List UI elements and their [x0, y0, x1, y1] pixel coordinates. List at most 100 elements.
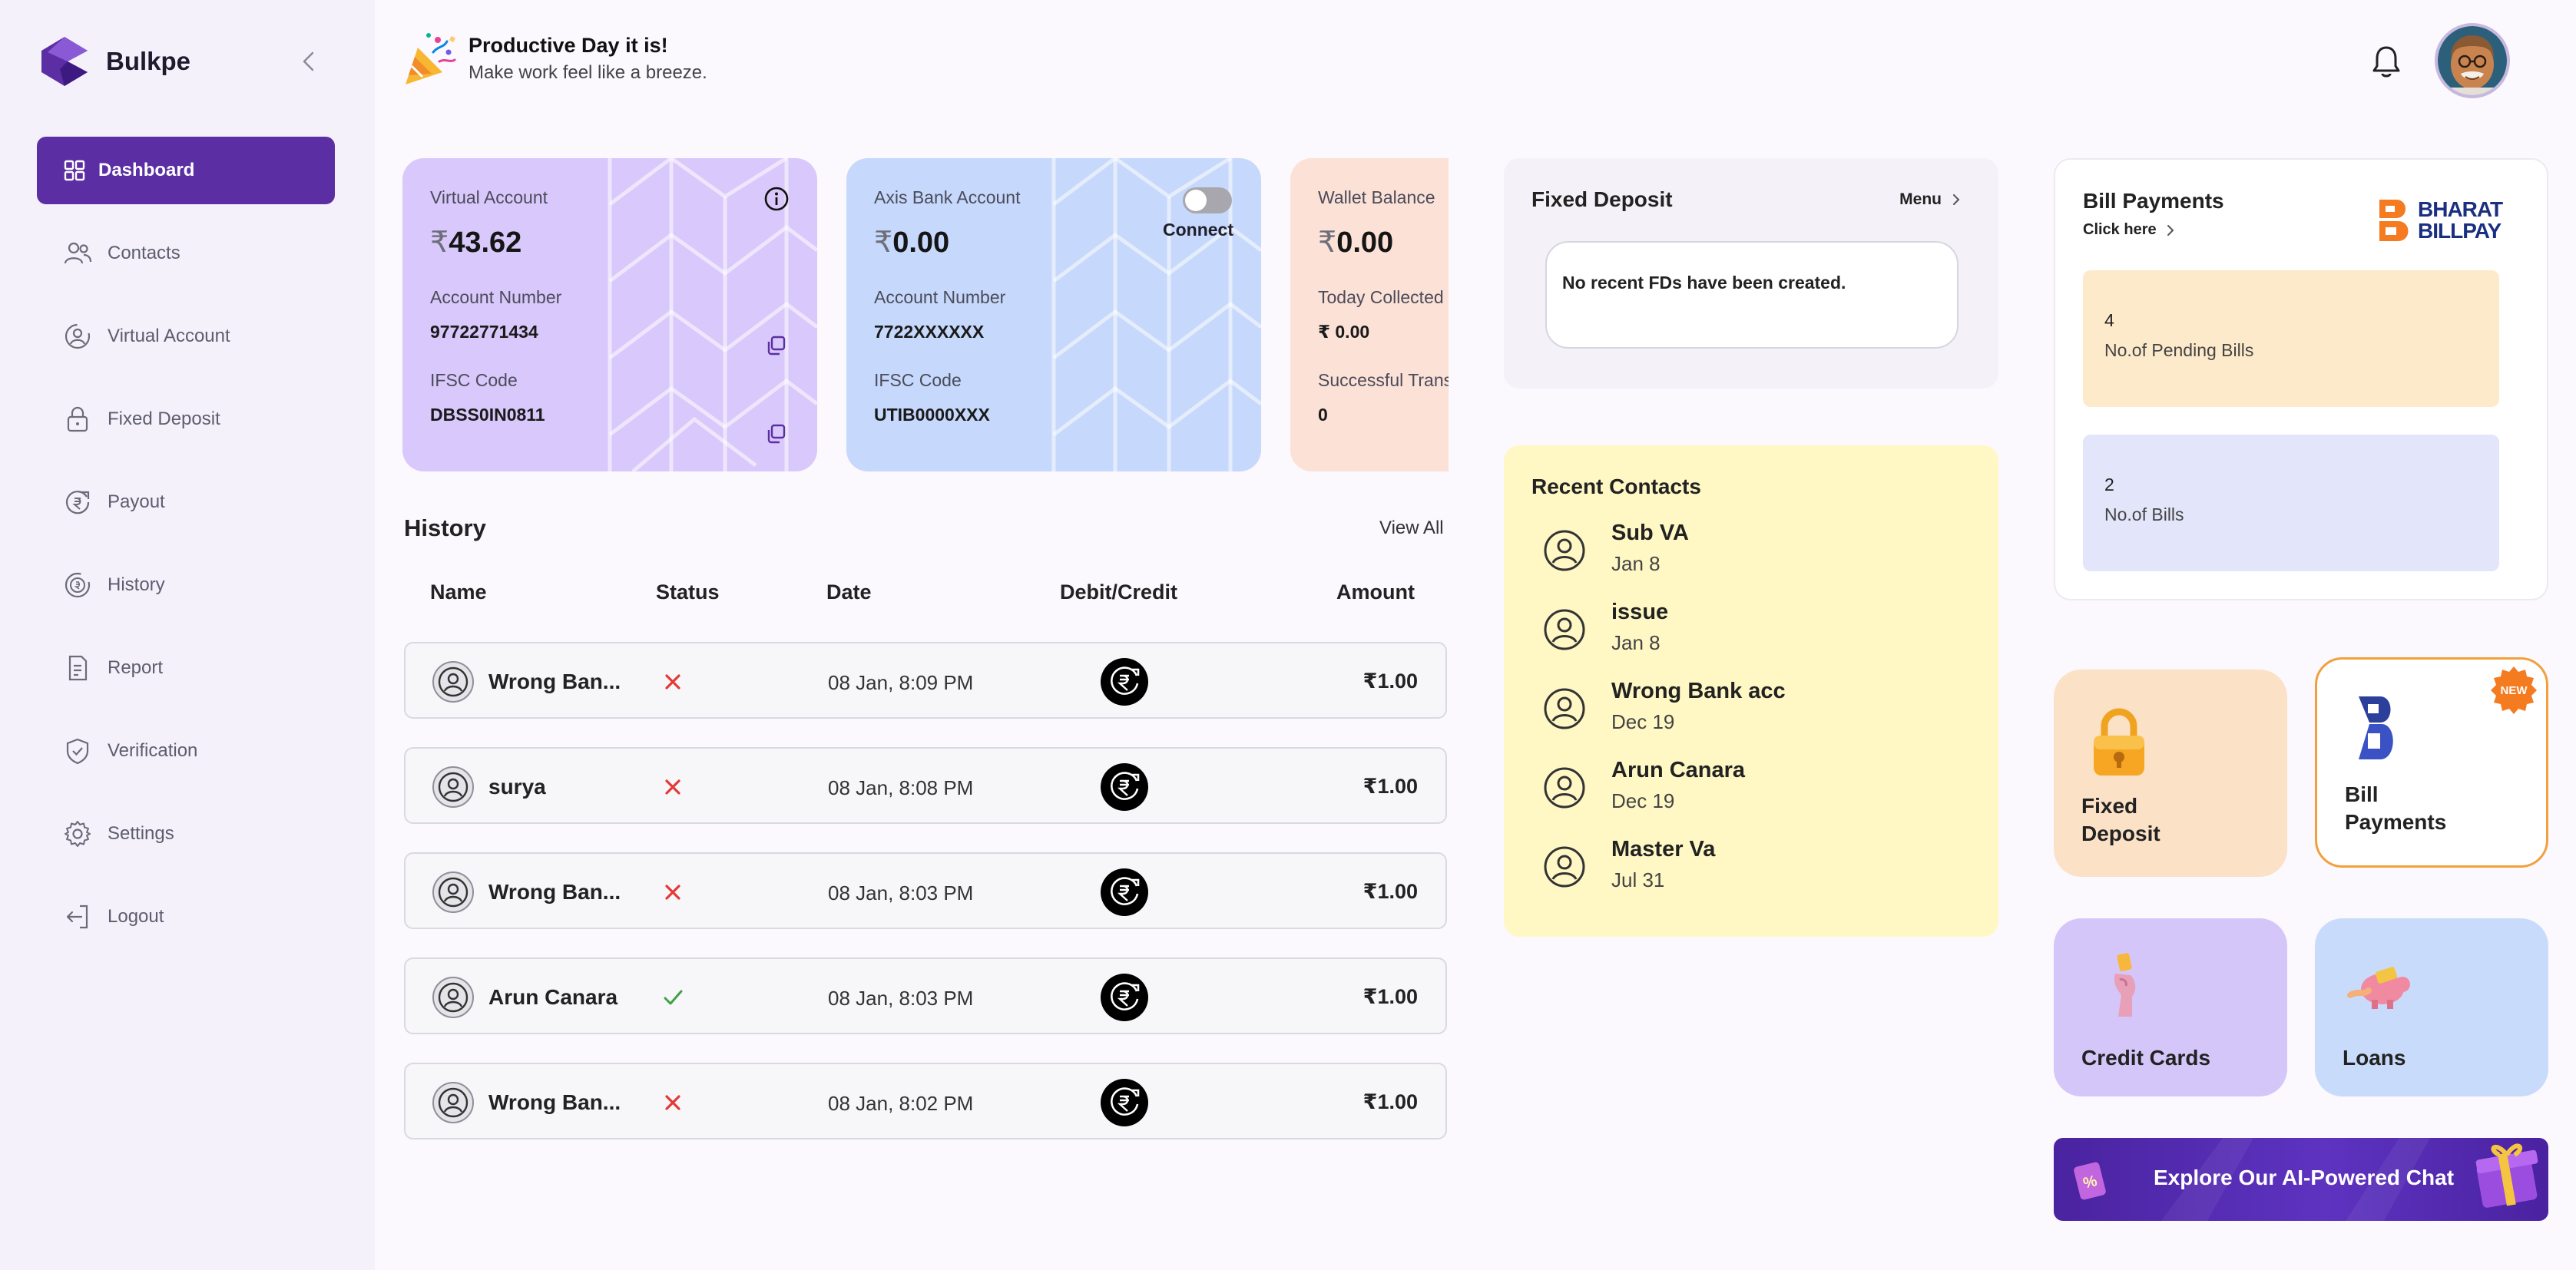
menu-label: Menu	[1899, 190, 1942, 208]
copy-ifsc-icon[interactable]	[765, 423, 786, 445]
sidebar-item-fixed-deposit[interactable]: Fixed Deposit	[37, 385, 335, 453]
pending-bills-box[interactable]: 4 No.of Pending Bills	[2083, 270, 2499, 407]
history-amount: ₹1.00	[1362, 670, 1418, 693]
sidebar-item-label: Dashboard	[98, 160, 195, 180]
contact-item[interactable]: issue Jan 8	[1542, 600, 1668, 655]
notification-bell-icon[interactable]	[2370, 45, 2402, 80]
column-header-amount: Amount	[1336, 580, 1415, 604]
card-balance: ₹43.62	[430, 225, 790, 260]
sidebar-nav: Dashboard Contacts Virtual Account	[37, 137, 335, 966]
column-header-debit-credit: Debit/Credit	[1060, 580, 1178, 604]
gear-icon	[65, 821, 91, 847]
history-name: Arun Canara	[488, 985, 618, 1009]
history-row[interactable]: Wrong Ban... 08 Jan, 8:09 PM ₹1.00	[404, 642, 1447, 719]
connect-toggle[interactable]	[1183, 187, 1232, 213]
chevron-right-icon	[2167, 224, 2174, 236]
loans-tile[interactable]: Loans	[2315, 918, 2548, 1096]
contact-item[interactable]: Sub VA Jan 8	[1542, 521, 1689, 576]
history-row[interactable]: Wrong Ban... 08 Jan, 8:03 PM ₹1.00	[404, 852, 1447, 929]
ifsc-value: DBSS0IN0811	[430, 405, 545, 425]
contact-date: Jul 31	[1611, 868, 1665, 891]
sidebar-item-virtual-account[interactable]: Virtual Account	[37, 303, 335, 370]
contact-name: Master Va	[1611, 837, 1716, 862]
chevron-right-icon	[1953, 194, 1960, 205]
fixed-deposit-tile[interactable]: Fixed Deposit	[2054, 670, 2287, 877]
fixed-deposit-menu-button[interactable]: Menu	[1899, 190, 1963, 209]
wallet-balance-card[interactable]: Wallet Balance ₹0.00 Today Collected ₹ 0…	[1290, 158, 1449, 471]
user-avatar-icon	[432, 1082, 474, 1123]
debit-arrow-icon	[1101, 974, 1148, 1021]
click-here-label: Click here	[2083, 221, 2157, 238]
bharat-billpay-mark-icon	[2379, 200, 2409, 241]
history-date: 08 Jan, 8:02 PM	[828, 1092, 974, 1115]
contact-date: Jan 8	[1611, 631, 1660, 654]
contact-item[interactable]: Wrong Bank acc Dec 19	[1542, 679, 1786, 734]
greeting: Productive Day it is! Make work feel lik…	[401, 29, 707, 88]
card-balance: ₹0.00	[874, 225, 1233, 260]
sidebar-item-history[interactable]: History	[37, 551, 335, 619]
bharat-billpay-b-icon	[2359, 696, 2393, 759]
sidebar-item-logout[interactable]: Logout	[37, 883, 335, 951]
payout-icon	[65, 491, 90, 514]
loan-piggy-icon	[2347, 967, 2410, 1009]
account-cards: Virtual Account ₹43.62 Account Number 97…	[402, 158, 1449, 473]
currency-symbol: ₹	[874, 227, 893, 259]
user-circle-icon	[1544, 846, 1585, 888]
greeting-title: Productive Day it is!	[469, 33, 668, 57]
success-check-icon	[664, 990, 683, 1005]
copy-account-icon[interactable]	[765, 335, 786, 356]
contact-item[interactable]: Master Va Jul 31	[1542, 837, 1715, 892]
account-number-label: Account Number	[874, 287, 1006, 307]
tile-label-line-1: Bill	[2345, 782, 2379, 806]
failed-x-icon	[665, 779, 680, 795]
history-row[interactable]: Arun Canara 08 Jan, 8:03 PM ₹1.00	[404, 957, 1447, 1034]
users-icon	[64, 242, 92, 264]
tile-label-line-2: Payments	[2345, 810, 2447, 834]
contact-item[interactable]: Arun Canara Dec 19	[1542, 758, 1745, 813]
tile-label: Credit Cards	[2081, 1046, 2211, 1070]
user-circle-icon	[1544, 609, 1585, 650]
bills-box[interactable]: 2 No.of Bills	[2083, 435, 2499, 571]
contact-date: Dec 19	[1611, 710, 1675, 733]
axis-bank-card[interactable]: Connect Axis Bank Account ₹0.00 Account …	[846, 158, 1261, 471]
sidebar-item-contacts[interactable]: Contacts	[37, 220, 335, 287]
ifsc-label: IFSC Code	[430, 370, 518, 390]
user-circle-icon	[1544, 530, 1585, 571]
card-pattern	[1051, 158, 1261, 471]
info-icon[interactable]	[763, 186, 790, 212]
bill-payments-click-here[interactable]: Click here	[2083, 221, 2177, 239]
history-name: surya	[488, 775, 546, 799]
user-avatar[interactable]	[2438, 26, 2507, 95]
sidebar-item-label: Verification	[108, 740, 198, 761]
column-header-status: Status	[656, 580, 720, 604]
ai-chat-banner[interactable]: % Explore Our AI-Powered Chat	[2054, 1138, 2548, 1221]
sidebar: Bulkpe Dashboard Contacts	[0, 0, 375, 1270]
sidebar-item-report[interactable]: Report	[37, 634, 335, 702]
sidebar-item-verification[interactable]: Verification	[37, 717, 335, 785]
avatar-image	[2438, 26, 2507, 95]
svg-text:%: %	[2081, 1172, 2099, 1192]
history-row[interactable]: Wrong Ban... 08 Jan, 8:02 PM ₹1.00	[404, 1063, 1447, 1139]
virtual-account-card[interactable]: Virtual Account ₹43.62 Account Number 97…	[402, 158, 817, 471]
history-row[interactable]: surya 08 Jan, 8:08 PM ₹1.00	[404, 747, 1447, 824]
account-number-value: 97722771434	[430, 322, 538, 342]
banner-decoration	[2161, 1138, 2430, 1221]
party-popper-icon	[406, 33, 456, 84]
brand[interactable]: Bulkpe	[37, 34, 190, 89]
collapse-sidebar-icon[interactable]	[295, 48, 323, 75]
tile-label: Fixed Deposit	[2081, 792, 2160, 848]
sidebar-item-label: Payout	[108, 491, 165, 512]
credit-cards-tile[interactable]: Credit Cards	[2054, 918, 2287, 1096]
sidebar-item-payout[interactable]: Payout	[37, 468, 335, 536]
user-avatar-icon	[432, 661, 474, 703]
debit-arrow-icon	[1101, 1079, 1148, 1126]
recent-contacts-title: Recent Contacts	[1531, 475, 1701, 498]
bulkpe-logo-icon	[41, 37, 88, 86]
sidebar-item-dashboard[interactable]: Dashboard	[37, 137, 335, 204]
view-all-link[interactable]: View All	[1379, 518, 1444, 538]
user-circle-icon	[1544, 767, 1585, 809]
sidebar-item-label: Settings	[108, 823, 174, 844]
history-amount: ₹1.00	[1362, 985, 1418, 1008]
history-date: 08 Jan, 8:09 PM	[828, 671, 974, 694]
sidebar-item-settings[interactable]: Settings	[37, 800, 335, 868]
